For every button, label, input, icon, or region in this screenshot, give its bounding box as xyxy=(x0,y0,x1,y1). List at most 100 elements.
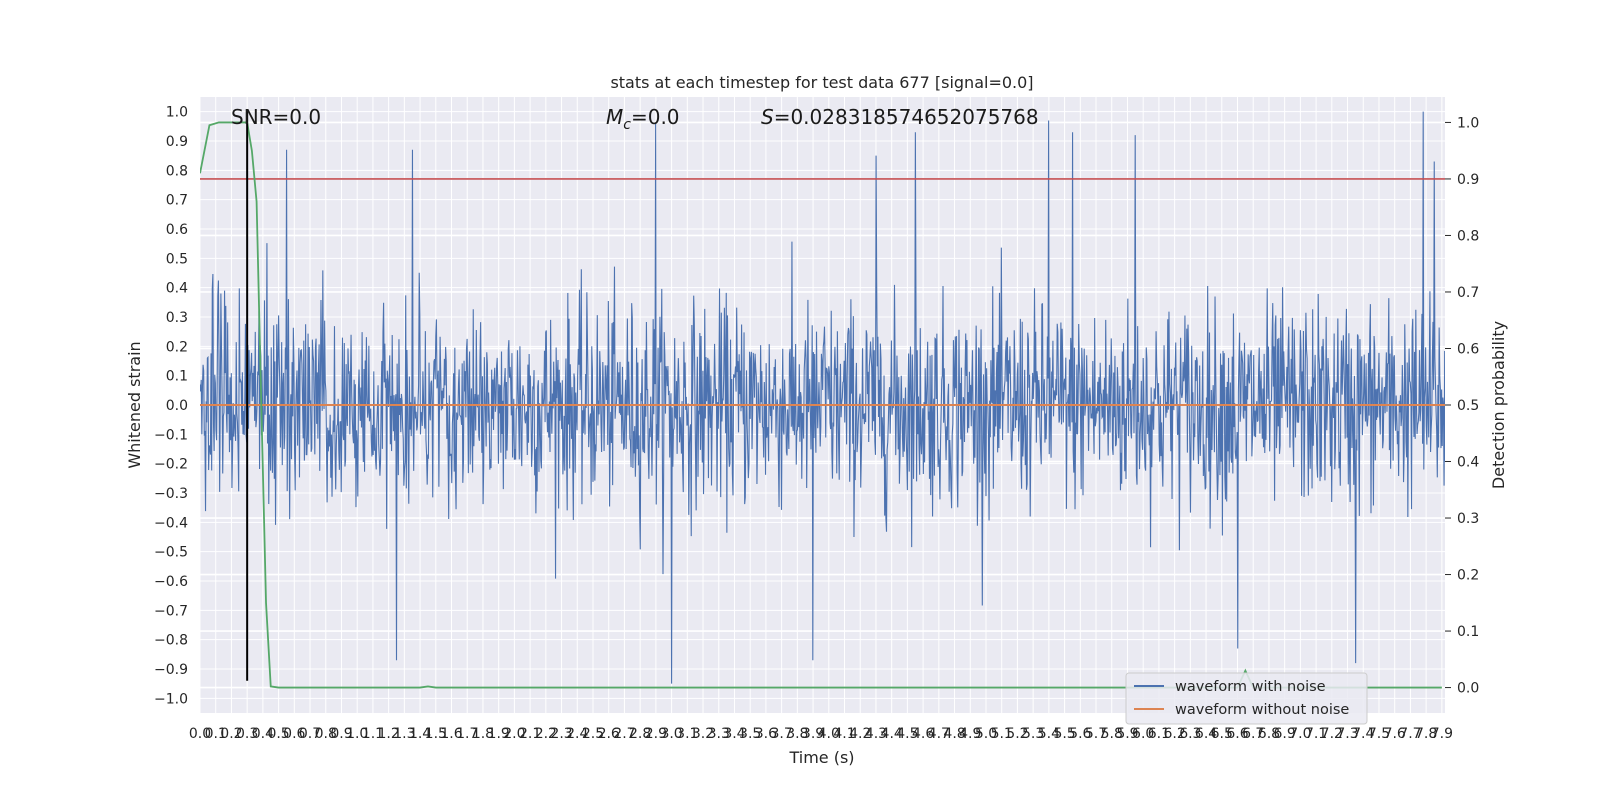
y-tick-label: −0.4 xyxy=(154,515,188,531)
x-tick-label: 4.2 xyxy=(849,726,871,742)
x-tick-label: 1.5 xyxy=(425,726,447,742)
x-tick-label: 3.7 xyxy=(770,726,792,742)
x-tick-label: 2.7 xyxy=(613,726,635,742)
x-axis-label: Time (s) xyxy=(788,748,854,767)
y2-tick-label: 0.7 xyxy=(1457,285,1479,301)
x-tick-label: 4.5 xyxy=(896,726,918,742)
y-tick-label: 0.9 xyxy=(166,134,188,150)
x-tick-label: 0.2 xyxy=(220,726,242,742)
score-symbol: S xyxy=(761,105,774,129)
x-tick-label: 4.8 xyxy=(943,726,965,742)
y-tick-label: −0.8 xyxy=(154,633,188,649)
x-tick-label: 7.4 xyxy=(1352,726,1374,742)
x-tick-label: 2.6 xyxy=(598,726,620,742)
x-tick-label: 7.0 xyxy=(1289,726,1311,742)
y-tick-label: 1.0 xyxy=(166,105,188,121)
legend-label-waveform-without-noise: waveform without noise xyxy=(1175,702,1349,718)
x-tick-label: 2.3 xyxy=(550,726,572,742)
y-tick-label: 0.4 xyxy=(166,281,188,297)
y-tick-label: 0.2 xyxy=(166,339,188,355)
x-tick-label: 6.3 xyxy=(1179,726,1201,742)
x-tick-label: 5.7 xyxy=(1085,726,1107,742)
chirp-mass-annotation: Mc=0.0 xyxy=(606,105,680,133)
snr-annotation: SNR=0.0 xyxy=(231,105,321,129)
x-tick-label: 6.6 xyxy=(1226,726,1248,742)
x-tick-label: 5.8 xyxy=(1101,726,1123,742)
y2-tick-label: 0.1 xyxy=(1457,624,1479,640)
x-tick-label: 7.2 xyxy=(1321,726,1343,742)
y2-tick-label: 0.5 xyxy=(1457,398,1479,414)
x-tick-label: 2.1 xyxy=(519,726,541,742)
legend: waveform with noise waveform without noi… xyxy=(1125,672,1368,725)
x-tick-label: 4.3 xyxy=(865,726,887,742)
y2-axis-label: Detection probability xyxy=(1489,321,1508,489)
x-tick-label: 6.4 xyxy=(1195,726,1217,742)
y-tick-label: −0.6 xyxy=(154,574,188,590)
y-tick-label: −0.9 xyxy=(154,662,188,678)
y-tick-label: 0.0 xyxy=(166,398,188,414)
x-tick-label: 1.0 xyxy=(346,726,368,742)
x-tick-label: 7.5 xyxy=(1368,726,1390,742)
x-tick-label: 3.3 xyxy=(708,726,730,742)
x-tick-label: 4.7 xyxy=(928,726,950,742)
chirp-mass-symbol: M xyxy=(606,105,623,129)
y-tick-label: 0.1 xyxy=(166,369,188,385)
y2-tick-label: 0.9 xyxy=(1457,172,1479,188)
x-tick-label: 1.1 xyxy=(362,726,384,742)
y-tick-label: −1.0 xyxy=(154,691,188,707)
x-tick-label: 6.0 xyxy=(1132,726,1154,742)
x-tick-label: 3.0 xyxy=(660,726,682,742)
x-tick-label: 4.1 xyxy=(833,726,855,742)
x-tick-label: 0.9 xyxy=(330,726,352,742)
y-tick-label: −0.1 xyxy=(154,427,188,443)
x-tick-label: 7.1 xyxy=(1305,726,1327,742)
x-tick-label: 7.6 xyxy=(1384,726,1406,742)
x-tick-label: 1.7 xyxy=(456,726,478,742)
y2-tick-labels: 0.0 0.1 0.2 0.3 0.4 0.5 0.6 0.7 0.8 0.9 1.0 xyxy=(1445,115,1479,697)
x-tick-label: 4.6 xyxy=(912,726,934,742)
x-tick-label: 2.4 xyxy=(566,726,588,742)
x-tick-label: 6.8 xyxy=(1258,726,1280,742)
y-tick-label: 0.8 xyxy=(166,163,188,179)
y-tick-label: −0.7 xyxy=(154,603,188,619)
score-annotation: S=0.028318574652075768 xyxy=(761,105,1039,129)
x-tick-label: 3.9 xyxy=(802,726,824,742)
x-tick-label: 6.7 xyxy=(1242,726,1264,742)
x-tick-label: 3.6 xyxy=(755,726,777,742)
chirp-mass-value: =0.0 xyxy=(631,105,680,129)
y-tick-labels: −1.0 −0.9 −0.8 −0.7 −0.6 −0.5 −0.4 −0.3 −0.2 −0.1… xyxy=(154,105,188,708)
x-tick-label: 4.0 xyxy=(818,726,840,742)
y-tick-label: −0.2 xyxy=(154,457,188,473)
x-tick-label: 7.7 xyxy=(1399,726,1421,742)
x-tick-label: 2.0 xyxy=(503,726,525,742)
x-tick-label: 6.1 xyxy=(1148,726,1170,742)
y-tick-label: 0.5 xyxy=(166,251,188,267)
x-tick-label: 2.8 xyxy=(629,726,651,742)
x-tick-label: 1.8 xyxy=(472,726,494,742)
x-tick-label: 4.9 xyxy=(959,726,981,742)
y2-tick-label: 1.0 xyxy=(1457,115,1479,131)
x-tick-label: 0.1 xyxy=(205,726,227,742)
x-tick-label: 5.3 xyxy=(1022,726,1044,742)
x-tick-label: 0.0 xyxy=(189,726,211,742)
x-tick-label: 3.4 xyxy=(723,726,745,742)
y2-tick-label: 0.0 xyxy=(1457,681,1479,697)
x-tick-label: 2.2 xyxy=(535,726,557,742)
x-tick-label: 5.4 xyxy=(1038,726,1060,742)
x-tick-label: 7.8 xyxy=(1415,726,1437,742)
y2-tick-label: 0.3 xyxy=(1457,511,1479,527)
legend-box xyxy=(1125,672,1368,725)
y-tick-label: 0.7 xyxy=(166,193,188,209)
y2-tick-label: 0.8 xyxy=(1457,228,1479,244)
x-tick-label: 1.3 xyxy=(393,726,415,742)
x-tick-label: 3.1 xyxy=(676,726,698,742)
x-tick-label: 2.5 xyxy=(582,726,604,742)
x-tick-label: 0.4 xyxy=(252,726,274,742)
x-tick-label: 1.9 xyxy=(488,726,510,742)
series-waveform-with-noise xyxy=(200,111,1445,684)
x-tick-labels: 0.00.10.20.30.40.50.60.70.80.91.01.11.21… xyxy=(189,726,1453,742)
y-axis-label: Whitened strain xyxy=(125,341,144,468)
x-tick-label: 5.5 xyxy=(1053,726,1075,742)
x-tick-label: 6.2 xyxy=(1163,726,1185,742)
